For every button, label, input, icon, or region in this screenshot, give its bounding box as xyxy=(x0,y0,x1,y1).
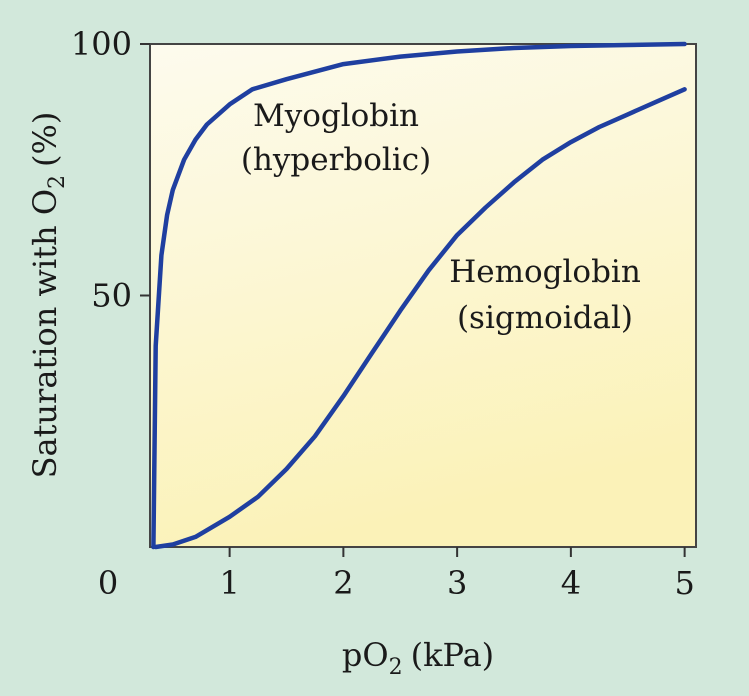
axes-layer: 1 2 3 4 5 50 100 xyxy=(71,25,695,602)
series-layer xyxy=(151,41,687,550)
y-tick-label: 50 xyxy=(91,277,132,315)
myoglobin-annotation-line1: Myoglobin xyxy=(253,98,419,134)
x-tick-label: 1 xyxy=(219,564,239,602)
svg-text:pO2(kPa): pO2 (kPa) xyxy=(342,636,494,680)
y-tick-label: 100 xyxy=(71,25,132,63)
myoglobin-annotation-line2: (hyperbolic) xyxy=(241,142,431,178)
x-axis-label-unit: (kPa) xyxy=(411,636,495,674)
hemoglobin-curve xyxy=(153,87,687,550)
x-tick-label: 5 xyxy=(674,564,694,602)
x-tick-label: 4 xyxy=(561,564,581,602)
plot-area xyxy=(149,43,697,548)
x-axis-title: pO2 (kPa) xyxy=(342,636,494,680)
hemoglobin-annotation-line1: Hemoglobin xyxy=(449,254,641,290)
x-tick-label: 3 xyxy=(447,564,467,602)
svg-text:Saturation with O2(%): Saturation with O2 (%) xyxy=(26,112,70,479)
origin-label: 0 xyxy=(98,564,118,602)
y-axis-title: Saturation with O2 (%) xyxy=(26,112,70,479)
hemoglobin-annotation-line2: (sigmoidal) xyxy=(457,300,633,336)
y-axis-label-unit: (%) xyxy=(26,112,64,167)
x-tick-label: 2 xyxy=(333,564,353,602)
x-axis-label: pO xyxy=(342,636,389,674)
y-axis-label-subscript: 2 xyxy=(45,175,70,189)
myoglobin-curve xyxy=(151,41,687,550)
x-axis-label-subscript: 2 xyxy=(389,655,403,680)
y-axis-label: Saturation with O xyxy=(26,189,64,478)
